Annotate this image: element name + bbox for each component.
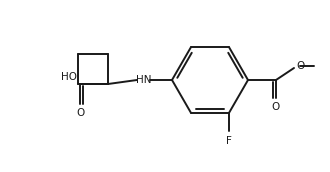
Text: F: F xyxy=(226,136,232,146)
Text: O: O xyxy=(76,108,84,118)
Text: HO: HO xyxy=(61,72,77,82)
Text: O: O xyxy=(272,102,280,112)
Text: O: O xyxy=(296,61,304,71)
Text: HN: HN xyxy=(136,75,152,85)
